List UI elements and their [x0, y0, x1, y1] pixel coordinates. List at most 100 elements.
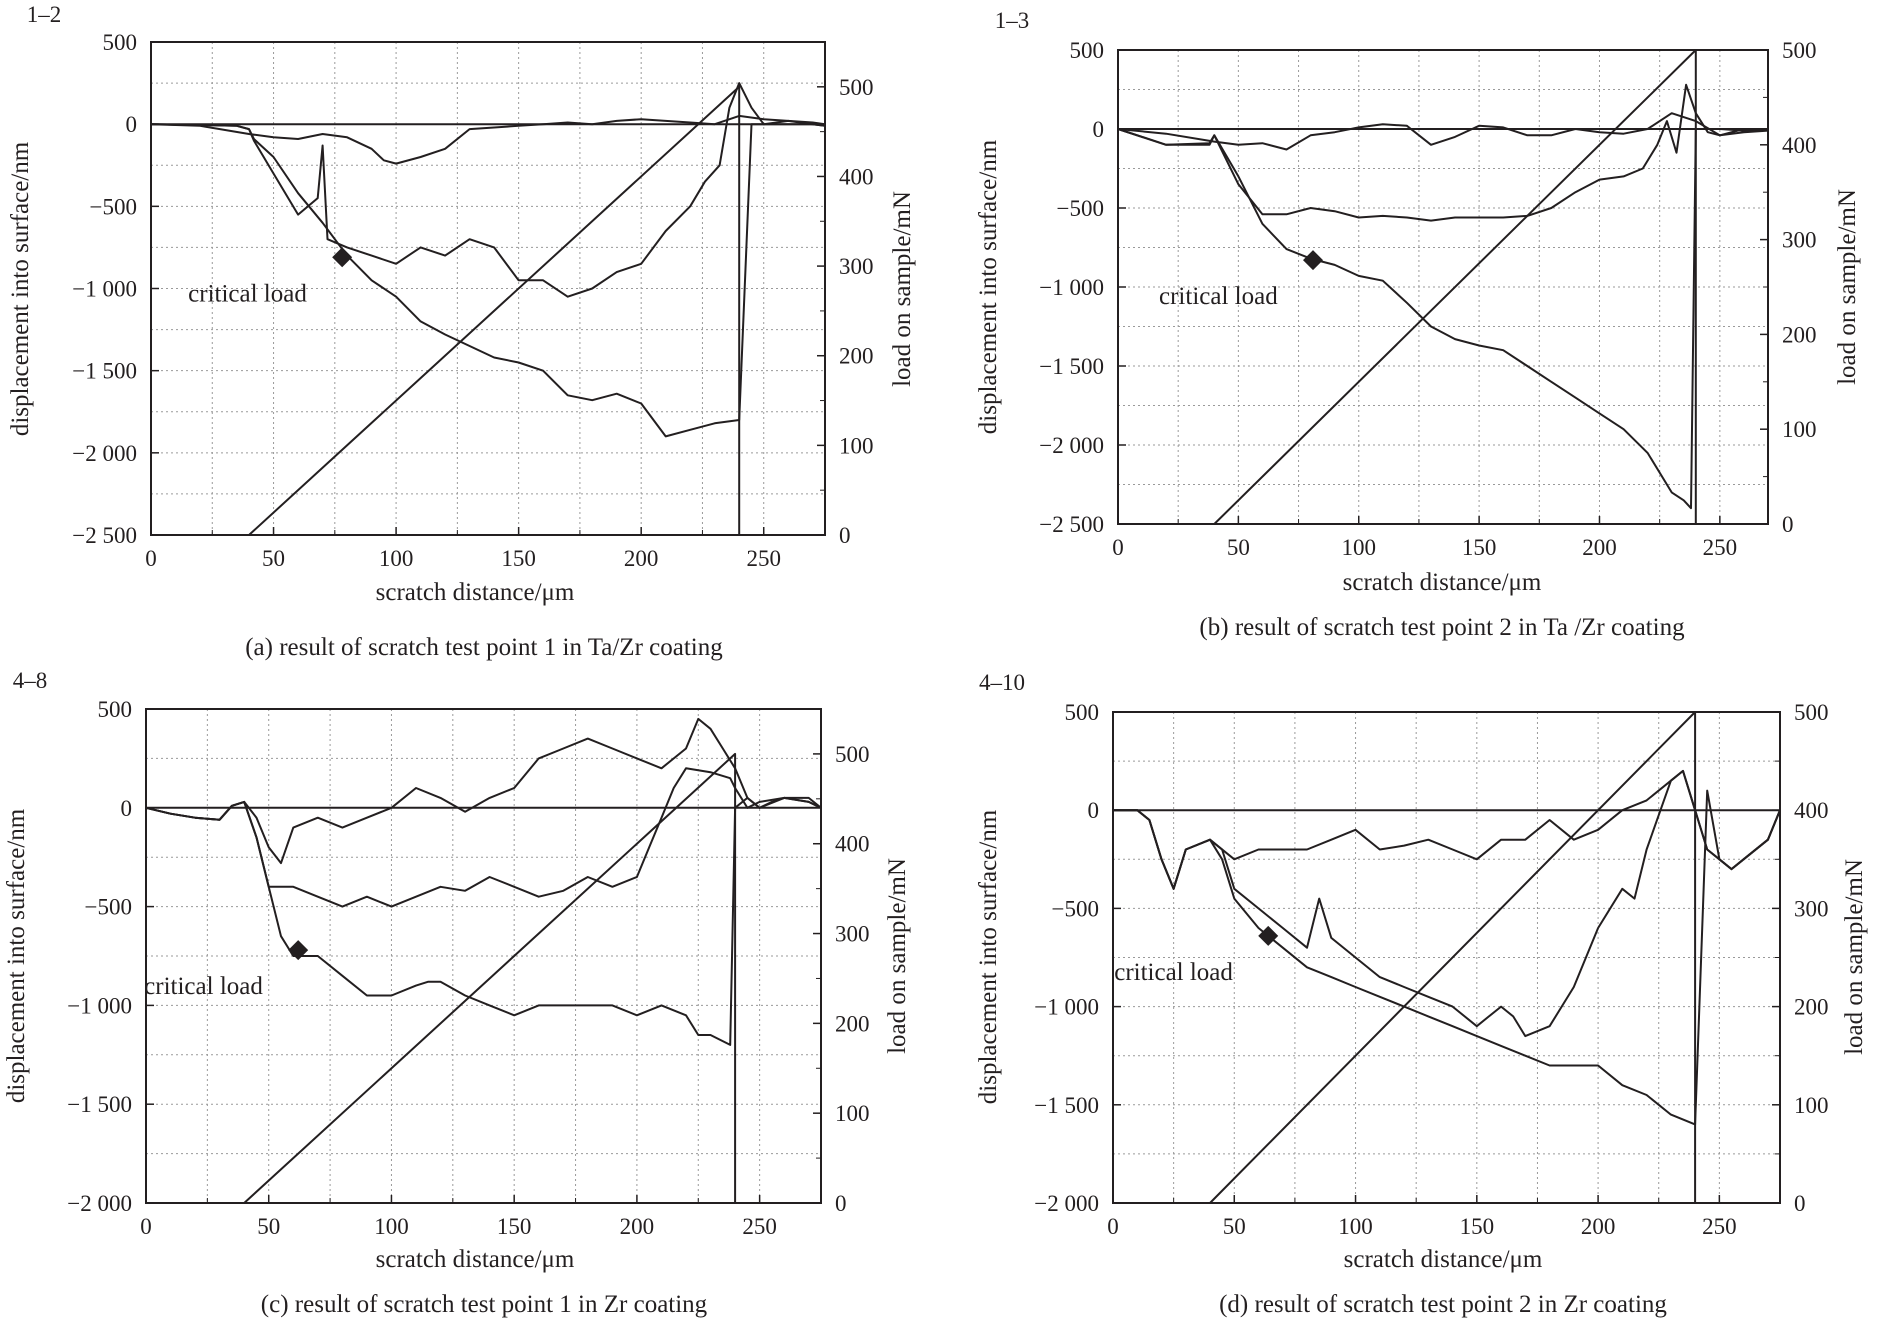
x-tick-label: 200 [624, 546, 659, 571]
displacement-series-line [150, 82, 826, 298]
x-tick-label: 0 [140, 1214, 152, 1239]
y-tick-label: 500 [98, 697, 133, 722]
critical-load-marker [1258, 925, 1279, 946]
critical-load-marker [332, 247, 353, 268]
x-tick-label: 0 [145, 546, 157, 571]
panel-caption: (c) result of scratch test point 1 in Zr… [261, 1291, 708, 1318]
critical-load-label: critical load [188, 280, 307, 307]
critical-load-marker [288, 940, 309, 961]
x-tick-label: 50 [262, 546, 285, 571]
y2-tick-label: 200 [1782, 322, 1817, 347]
y-tick-label: −1 500 [72, 359, 137, 384]
displacement-series-line [1117, 128, 1769, 510]
y-tick-label: −2 000 [1039, 433, 1104, 458]
y-tick-label: 0 [121, 796, 133, 821]
y-tick-label: −1 000 [67, 993, 132, 1018]
y-tick-label: −1 500 [1034, 1093, 1099, 1118]
y2-tick-label: 300 [839, 254, 874, 279]
critical-load-marker [1303, 250, 1323, 271]
y2-tick-label: 400 [1794, 798, 1829, 823]
x-tick-label: 250 [746, 546, 781, 571]
x-tick-label: 150 [497, 1214, 532, 1239]
panel-id: 4–8 [13, 668, 48, 693]
y-tick-label: −2 500 [72, 523, 137, 548]
load-series-line [1213, 49, 1697, 525]
y-tick-label: −500 [1052, 896, 1099, 921]
x-tick-label: 150 [1460, 1214, 1495, 1239]
y-tick-label: −1 000 [1039, 275, 1104, 300]
y2-tick-label: 400 [839, 164, 874, 189]
x-tick-label: 0 [1107, 1214, 1119, 1239]
displacement-series-line [150, 123, 826, 438]
load-series-line [243, 752, 737, 1204]
displacement-series-line [145, 796, 822, 1046]
x-tick-label: 100 [374, 1214, 409, 1239]
x-tick-label: 150 [501, 546, 536, 571]
panel-caption: (b) result of scratch test point 2 in Ta… [1199, 614, 1685, 641]
displacement-series-line [150, 114, 826, 165]
y2-tick-label: 300 [1782, 228, 1817, 253]
x-tick-label: 200 [1582, 535, 1617, 560]
y2-tick-label: 100 [839, 433, 874, 458]
critical-load-label: critical load [1114, 959, 1233, 986]
critical-load-label: critical load [144, 973, 263, 1000]
y2-tick-label: 100 [835, 1101, 870, 1126]
y-tick-label: −2 000 [72, 441, 137, 466]
y-tick-label: 0 [126, 112, 138, 137]
x-tick-label: 200 [620, 1214, 655, 1239]
y2-tick-label: 0 [835, 1191, 847, 1216]
y2-tick-label: 500 [1794, 700, 1829, 725]
y-tick-label: −500 [1057, 196, 1104, 221]
y2-tick-label: 300 [835, 922, 870, 947]
y-tick-label: 0 [1093, 117, 1105, 142]
y-tick-label: −500 [90, 194, 137, 219]
x-tick-label: 100 [379, 546, 414, 571]
panel-id: 1–2 [27, 2, 62, 27]
panel-c: 0 50 100 150 200 250 −2 000 −1 500 −1 000 −500 0 50… [3, 668, 911, 1318]
panel-caption: (a) result of scratch test point 1 in Ta… [245, 634, 723, 661]
y2-tick-label: 0 [1794, 1191, 1806, 1216]
y2-tick-label: 0 [1782, 512, 1794, 537]
critical-load-label: critical load [1159, 283, 1278, 310]
y2-tick-label: 500 [835, 742, 870, 767]
y2-tick-label: 200 [1794, 995, 1829, 1020]
x-tick-label: 0 [1112, 535, 1124, 560]
x-tick-label: 150 [1462, 535, 1497, 560]
panel-a: 0 50 100 150 200 250 −2 500 −2 000 −1 500 −1 000 −… [7, 2, 916, 661]
x-axis-title: scratch distance/μm [1344, 1246, 1543, 1273]
y-tick-label: −1 000 [72, 277, 137, 302]
x-axis-title: scratch distance/μm [1343, 569, 1542, 596]
x-axis-title: scratch distance/μm [376, 1246, 575, 1273]
x-tick-label: 200 [1581, 1214, 1616, 1239]
y-axis-title: displacement into surface/nm [975, 809, 1002, 1104]
load-series-line [248, 85, 741, 536]
y2-axis-title: load on sample/mN [884, 858, 911, 1054]
y2-tick-label: 300 [1794, 896, 1829, 921]
x-tick-label: 50 [1223, 1214, 1246, 1239]
y2-tick-label: 100 [1782, 417, 1817, 442]
x-tick-label: 100 [1341, 535, 1376, 560]
displacement-series-line [145, 767, 822, 908]
y2-tick-label: 200 [835, 1011, 870, 1036]
load-series-line [1209, 711, 1697, 1204]
y2-tick-label: 400 [835, 832, 870, 857]
y-tick-label: −2 000 [67, 1191, 132, 1216]
x-tick-label: 50 [1227, 535, 1250, 560]
y2-tick-label: 0 [839, 523, 851, 548]
y2-axis-title: load on sample/mN [1841, 859, 1868, 1055]
panel-id: 1–3 [995, 8, 1030, 33]
grid [1113, 712, 1780, 1203]
displacement-series-line [1117, 83, 1769, 222]
y-tick-label: −1 500 [1039, 354, 1104, 379]
plot-frame [145, 708, 822, 1204]
y-tick-label: −1 000 [1034, 995, 1099, 1020]
y-tick-label: 0 [1088, 798, 1100, 823]
y-tick-label: −2 500 [1039, 512, 1104, 537]
y2-tick-label: 400 [1782, 133, 1817, 158]
y-axis-title: displacement into surface/nm [7, 141, 34, 436]
x-tick-label: 100 [1338, 1214, 1373, 1239]
grid [146, 709, 821, 1203]
panel-caption: (d) result of scratch test point 2 in Zr… [1219, 1291, 1667, 1318]
y-tick-label: −500 [85, 895, 132, 920]
